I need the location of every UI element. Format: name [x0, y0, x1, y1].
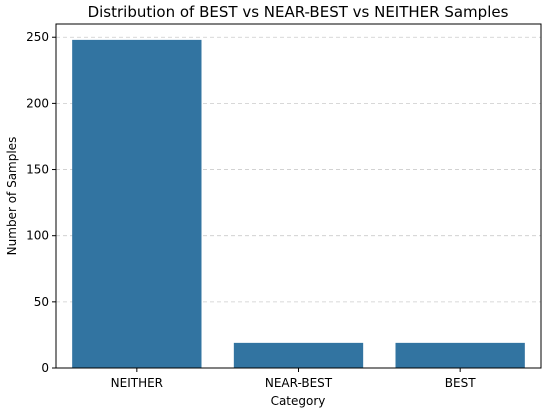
y-tick-label: 0	[41, 361, 49, 375]
chart-title: Distribution of BEST vs NEAR-BEST vs NEI…	[88, 3, 509, 21]
y-axis-label: Number of Samples	[5, 137, 19, 256]
x-axis-label: Category	[271, 394, 326, 408]
y-tick-label: 150	[26, 163, 49, 177]
y-tick-label: 250	[26, 30, 49, 44]
bar-best	[396, 343, 525, 368]
y-axis-ticks: 0 50 100 150 200 250	[26, 30, 56, 375]
x-tick-label: NEAR-BEST	[265, 376, 333, 390]
x-tick-label: NEITHER	[111, 376, 163, 390]
y-tick-label: 50	[34, 295, 49, 309]
bar-near-best	[234, 343, 363, 368]
y-tick-label: 100	[26, 229, 49, 243]
bar-neither	[72, 40, 201, 368]
x-axis-ticks: NEITHER NEAR-BEST BEST	[111, 368, 477, 390]
x-tick-label: BEST	[445, 376, 476, 390]
y-tick-label: 200	[26, 96, 49, 110]
bars	[72, 40, 525, 368]
